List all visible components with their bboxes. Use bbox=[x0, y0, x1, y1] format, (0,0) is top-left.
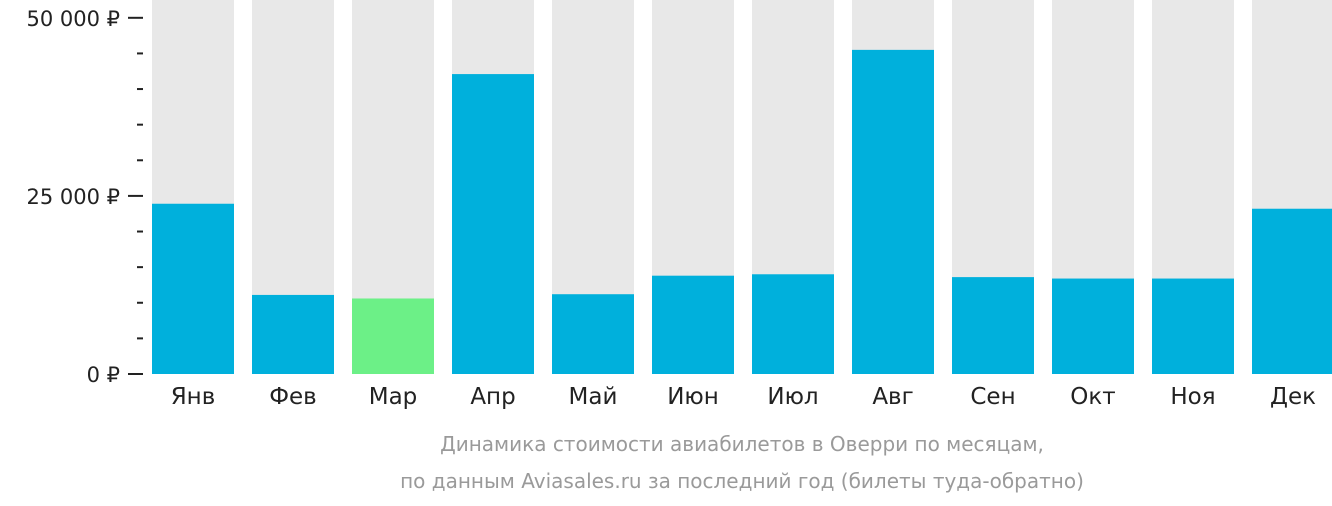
bar bbox=[1052, 278, 1134, 374]
bar bbox=[752, 274, 834, 374]
x-tick-label: Сен bbox=[970, 384, 1015, 410]
bar bbox=[152, 203, 234, 374]
bars-group bbox=[152, 0, 1332, 374]
bar bbox=[352, 298, 434, 374]
y-tick-label: 0 ₽ bbox=[87, 363, 120, 387]
x-tick-label: Авг bbox=[872, 384, 913, 410]
bar bbox=[952, 277, 1034, 374]
caption-line-1: Динамика стоимости авиабилетов в Оверри … bbox=[440, 432, 1044, 456]
bar bbox=[552, 294, 634, 374]
bar bbox=[252, 294, 334, 374]
x-tick-label: Июн bbox=[667, 384, 719, 410]
x-tick-label: Окт bbox=[1070, 384, 1115, 410]
bar bbox=[452, 74, 534, 374]
x-tick-label: Апр bbox=[470, 384, 515, 410]
x-tick-label: Июл bbox=[767, 384, 818, 410]
bar bbox=[1152, 278, 1234, 374]
bar bbox=[652, 275, 734, 374]
x-tick-label: Май bbox=[569, 384, 618, 410]
x-tick-label: Фев bbox=[269, 384, 317, 410]
chart-caption: Динамика стоимости авиабилетов в Оверри … bbox=[400, 432, 1084, 493]
x-tick-label: Янв bbox=[171, 384, 216, 410]
caption-line-2: по данным Aviasales.ru за последний год … bbox=[400, 469, 1084, 493]
x-tick-label: Дек bbox=[1270, 384, 1316, 410]
x-tick-label: Ноя bbox=[1170, 384, 1215, 410]
y-tick-label: 25 000 ₽ bbox=[26, 185, 120, 209]
y-tick-label: 50 000 ₽ bbox=[26, 7, 120, 31]
bar bbox=[1252, 208, 1332, 374]
x-axis: Янв Фев Мар Апр Май Июн Июл Авг Сен Окт Ноя Дек bbox=[171, 384, 1316, 410]
x-tick-label: Мар bbox=[369, 384, 418, 410]
y-axis: 0 ₽ 25 000 ₽ 50 000 ₽ bbox=[26, 7, 143, 387]
bar bbox=[852, 49, 934, 374]
